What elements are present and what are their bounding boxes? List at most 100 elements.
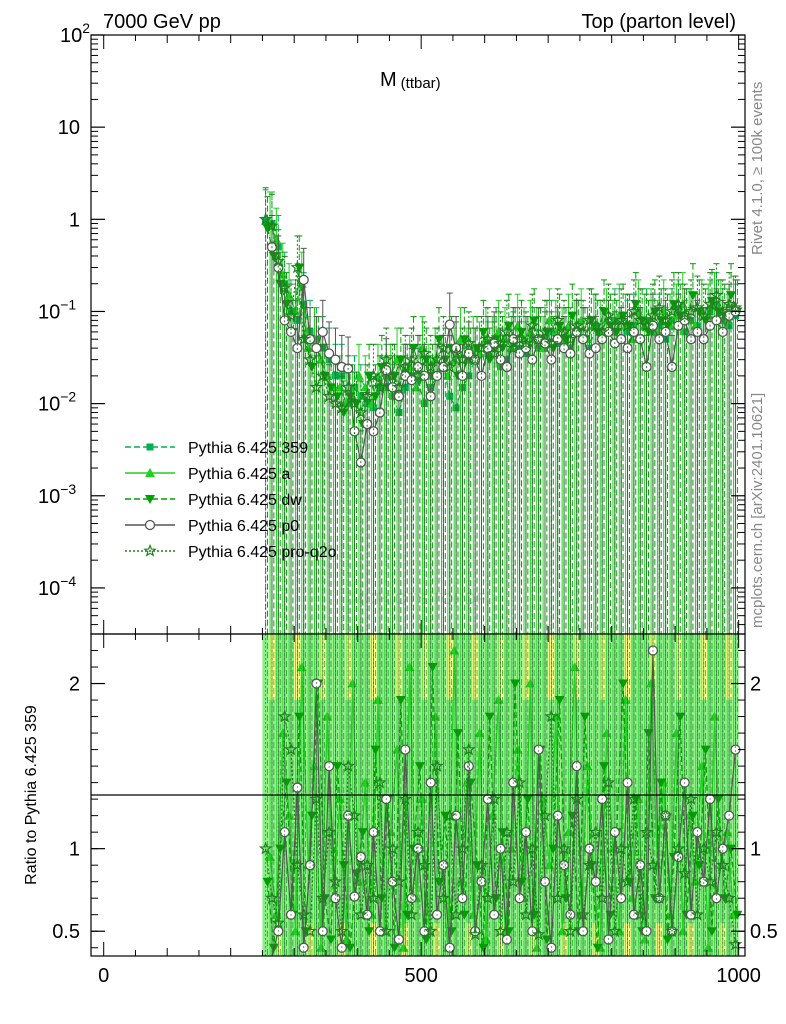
ratio-point [404, 907, 419, 921]
ratio-point [347, 678, 358, 688]
ratio-point [332, 762, 343, 772]
data-point [550, 313, 565, 327]
ratio-point [703, 874, 717, 888]
data-point [362, 418, 373, 430]
ratio-point [389, 943, 400, 953]
data-point [569, 318, 584, 332]
ratio-point [265, 890, 279, 905]
main-ytick-label: 10−2 [38, 389, 76, 416]
data-point [525, 318, 540, 332]
data-point [544, 336, 559, 350]
ratio-point [569, 791, 584, 806]
data-point [357, 392, 365, 400]
ratio-point [430, 758, 444, 773]
main-ytick-base: 10 [38, 394, 60, 416]
data-point [627, 304, 641, 318]
header-right: Top (parton level) [581, 11, 736, 33]
ratio-point [392, 874, 406, 888]
main-ytick-base: 10 [58, 117, 80, 139]
ratio-point [364, 927, 375, 937]
data-point [347, 396, 362, 410]
ratio-point [357, 828, 368, 838]
ratio-point [627, 791, 641, 806]
data-point [519, 336, 533, 350]
main-ytick-exponent: −4 [60, 573, 76, 589]
main-ytick-base: 1 [69, 209, 80, 231]
ratio-point [353, 907, 368, 921]
ratio-point [294, 712, 305, 722]
data-point [459, 335, 470, 345]
ratio-point [522, 795, 533, 805]
ratio-point [436, 890, 451, 905]
data-point [455, 352, 470, 366]
ratio-point [519, 907, 533, 921]
ratio-point [395, 696, 406, 706]
ratio-point [461, 742, 476, 756]
data-point [476, 370, 487, 382]
ratio-point [427, 663, 438, 673]
data-point [430, 354, 441, 364]
main-ytick-base: 10 [60, 25, 82, 47]
ratio-point [487, 791, 502, 806]
ratio-point [639, 824, 654, 838]
data-point [341, 398, 352, 408]
ratio-point [404, 662, 415, 672]
ratio-point [262, 877, 273, 887]
data-point [315, 368, 330, 382]
data-point [468, 352, 483, 366]
data-point [709, 287, 724, 302]
ratio-point [599, 762, 610, 772]
ratio-point [554, 696, 565, 706]
data-point [368, 426, 379, 437]
data-point [360, 389, 375, 403]
data-point [506, 340, 521, 355]
ratio-point [715, 857, 730, 871]
data-point [501, 361, 513, 373]
ratio-point [495, 843, 506, 854]
data-point [436, 340, 451, 355]
data-point [461, 336, 476, 350]
ratio-point [480, 890, 495, 905]
ratio-point [423, 924, 438, 938]
data-point [618, 311, 629, 321]
ratio-point [411, 825, 425, 838]
ratio-point [550, 890, 565, 905]
legend-entry: Pythia 6.425 dw [125, 492, 302, 509]
legend-label: Pythia 6.425 a [188, 466, 290, 483]
data-point [349, 426, 360, 437]
main-ytick-exponent: −2 [60, 389, 76, 405]
ratio-line [271, 650, 737, 957]
data-point [366, 368, 381, 382]
ratio-point [531, 927, 546, 941]
ratio-point [696, 841, 711, 855]
legend-swatch-marker [145, 468, 155, 477]
mcplots-label: mcplots.cern.ch [arXiv:2401.10621] [749, 393, 766, 628]
ratio-point [671, 841, 686, 855]
data-point [303, 352, 317, 366]
data-point [614, 313, 629, 327]
data-point [503, 321, 514, 331]
data-point [690, 300, 705, 314]
ratio-point [582, 857, 597, 871]
data-point [345, 392, 356, 402]
main-series-4 [258, 187, 743, 634]
ratio-point [709, 824, 724, 838]
data-point [662, 321, 673, 331]
ratio-point [607, 923, 622, 938]
data-point [277, 280, 292, 294]
data-point [654, 334, 665, 345]
main-ytick-label: 10 [58, 117, 80, 139]
ratio-point [296, 662, 307, 672]
ratio-point [347, 808, 362, 822]
ratio-point [385, 841, 400, 855]
data-point [376, 362, 387, 372]
data-point [298, 274, 309, 286]
data-point [538, 324, 552, 338]
ratio-point [281, 778, 292, 788]
ratio-point [455, 841, 470, 855]
data-point [306, 362, 317, 372]
data-point [395, 355, 406, 365]
legend: Pythia 6.425 359 Pythia 6.425 a Pythia 6.4… [125, 440, 337, 561]
ratio-point [414, 762, 425, 772]
data-point [557, 324, 571, 338]
